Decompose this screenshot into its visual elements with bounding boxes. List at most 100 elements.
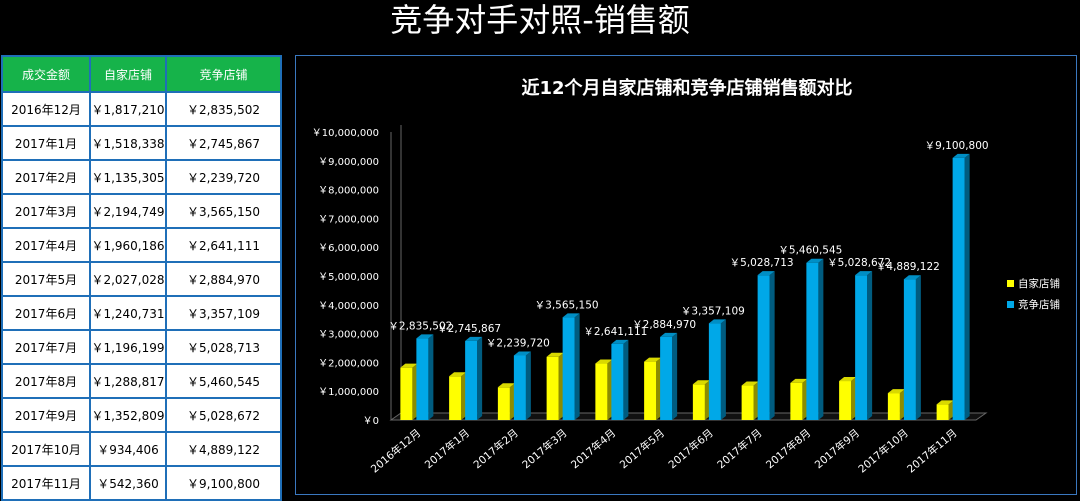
bar-top-own [497, 383, 515, 388]
x-tick-label: 2017年10月 [856, 426, 911, 475]
bar-top-own [887, 389, 905, 394]
bar-own-store [936, 404, 949, 420]
y-tick-label: ￥6,000,000 [318, 243, 379, 254]
y-tick-label: ￥9,000,000 [318, 157, 379, 168]
x-tick-label: 2017年6月 [666, 426, 716, 471]
bar-own-store [400, 367, 413, 420]
page-title: 竞争对手对照-销售额 [390, 1, 690, 39]
bar-top-own [790, 378, 808, 383]
table-cell-month: 2017年6月 [1, 295, 91, 331]
x-tick-label: 2017年11月 [904, 426, 959, 475]
bar-side-own [899, 389, 905, 420]
bar-own-store [839, 381, 852, 420]
bar-side-own [802, 378, 808, 420]
table-cell-own-store: ￥1,135,305 [89, 159, 167, 195]
y-tick-label: ￥2,000,000 [318, 358, 379, 369]
x-tick-label: 2017年2月 [471, 426, 521, 471]
bar-own-store [790, 382, 803, 420]
table-header-row: 成交金额 自家店铺 竞争店铺 [1, 55, 282, 93]
table-cell-own-store: ￥1,196,199 [89, 329, 167, 365]
y-tick-label: ￥5,000,000 [318, 272, 379, 283]
bar-competitor-store [903, 279, 916, 420]
bar-competitor-store [513, 355, 526, 420]
legend-label-competitor: 竞争店铺 [1018, 298, 1060, 311]
bar-competitor-store [708, 323, 721, 420]
table-row: 2017年10月 ￥934,406 ￥4,889,122 [1, 431, 282, 467]
table-row: 2017年3月 ￥2,194,749 ￥3,565,150 [1, 193, 282, 229]
legend-label-own: 自家店铺 [1018, 277, 1060, 290]
table-cell-own-store: ￥1,960,186 [89, 227, 167, 263]
bar-side-own [509, 383, 515, 420]
bar-top-own [936, 400, 954, 405]
bar-top-competitor [855, 271, 873, 276]
y-tick-label: ￥0 [363, 416, 379, 427]
y-tick-label: ￥4,000,000 [318, 301, 379, 312]
data-label: ￥5,460,545 [778, 245, 842, 257]
table-cell-competitor-store: ￥2,745,867 [165, 125, 282, 161]
bar-competitor-store [465, 340, 478, 420]
data-label: ￥4,889,122 [876, 261, 940, 273]
table-cell-competitor-store: ￥2,884,970 [165, 261, 282, 297]
bar-top-own [595, 359, 613, 364]
sales-comparison-chart: 近12个月自家店铺和竞争店铺销售额对比 ￥0 ￥1,000,000 ￥2,000,00… [312, 77, 1060, 476]
x-tick-label: 2017年7月 [715, 426, 765, 471]
bar-top-competitor [903, 275, 921, 280]
bar-top-own [400, 363, 418, 368]
table-cell-month: 2017年7月 [1, 329, 91, 365]
bar-top-competitor [806, 258, 824, 263]
bar-side-competitor [477, 336, 483, 420]
bar-side-own [461, 372, 467, 420]
header-amount: 成交金额 [1, 55, 91, 93]
table-cell-competitor-store: ￥5,460,545 [165, 363, 282, 399]
bar-top-competitor [465, 336, 483, 341]
x-tick-label: 2017年8月 [763, 426, 813, 471]
table-cell-month: 2017年10月 [1, 431, 91, 467]
bar-competitor-store [757, 275, 770, 420]
table-row: 2017年4月 ￥1,960,186 ￥2,641,111 [1, 227, 282, 263]
bar-top-own [741, 381, 759, 386]
table-cell-own-store: ￥934,406 [89, 431, 167, 467]
bar-competitor-store [855, 275, 868, 420]
bar-side-own [607, 359, 613, 420]
table-cell-competitor-store: ￥9,100,800 [165, 465, 282, 501]
table-cell-month: 2017年8月 [1, 363, 91, 399]
table-cell-month: 2017年11月 [1, 465, 91, 501]
data-label: ￥5,028,713 [730, 257, 794, 269]
bar-side-competitor [867, 271, 873, 420]
bar-own-store [595, 363, 608, 420]
x-tick-label: 2017年3月 [520, 426, 570, 471]
bar-side-own [558, 352, 564, 420]
data-label: ￥3,565,150 [535, 299, 599, 311]
bar-competitor-store [611, 343, 624, 420]
table-cell-own-store: ￥1,288,817 [89, 363, 167, 399]
table-cell-competitor-store: ￥5,028,672 [165, 397, 282, 433]
legend-swatch-own [1007, 280, 1014, 287]
bar-side-competitor [525, 351, 531, 420]
chart-floor [389, 412, 988, 421]
table-cell-competitor-store: ￥4,889,122 [165, 431, 282, 467]
table-cell-month: 2017年5月 [1, 261, 91, 297]
table-cell-competitor-store: ￥5,028,713 [165, 329, 282, 365]
bar-top-own [644, 357, 662, 362]
bar-side-competitor [574, 313, 580, 420]
bar-side-competitor [964, 153, 970, 420]
y-tick-label: ￥1,000,000 [318, 387, 379, 398]
bar-top-competitor [708, 319, 726, 324]
table-cell-month: 2017年1月 [1, 125, 91, 161]
bar-top-own [546, 352, 564, 357]
y-tick-label: ￥3,000,000 [318, 330, 379, 341]
bar-side-competitor [915, 275, 921, 420]
table-cell-month: 2016年12月 [1, 91, 91, 127]
bar-competitor-store [806, 262, 819, 420]
bar-top-competitor [513, 351, 531, 356]
bar-side-competitor [428, 334, 434, 420]
data-label: ￥2,745,867 [437, 323, 501, 335]
x-tick-label: 2017年9月 [812, 426, 862, 471]
data-label: ￥2,835,502 [388, 320, 452, 332]
table-cell-own-store: ￥2,027,028 [89, 261, 167, 297]
x-tick-label: 2016年12月 [368, 426, 423, 475]
bar-own-store [449, 376, 462, 420]
bar-side-competitor [818, 258, 824, 420]
table-row: 2017年8月 ￥1,288,817 ￥5,460,545 [1, 363, 282, 399]
chart-panel: 近12个月自家店铺和竞争店铺销售额对比 ￥0 ￥1,000,000 ￥2,000,00… [295, 55, 1077, 495]
